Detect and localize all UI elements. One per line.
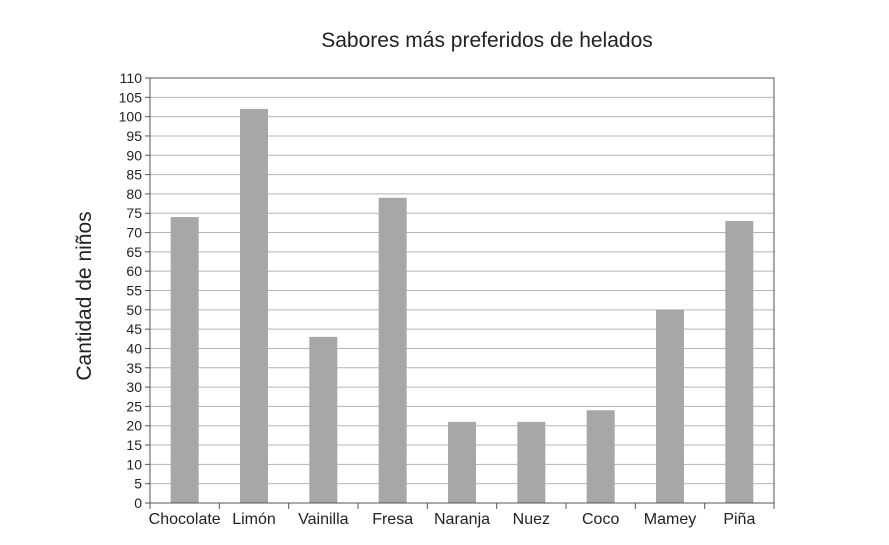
bar xyxy=(378,197,407,504)
y-tick-label: 10 xyxy=(126,456,142,472)
y-tick-label: 40 xyxy=(126,340,142,356)
y-axis-label: Cantidad de niños xyxy=(73,211,96,380)
y-tick-label: 65 xyxy=(126,244,142,260)
y-tick-label: 90 xyxy=(126,147,142,163)
x-tick-label: Limón xyxy=(232,511,276,528)
y-tick-label: 35 xyxy=(126,360,142,376)
y-tick-label: 105 xyxy=(119,89,143,105)
y-tick-label: 100 xyxy=(119,109,143,125)
bar xyxy=(240,108,268,503)
y-tick-label: 15 xyxy=(126,437,142,453)
x-tick-label: Coco xyxy=(582,511,619,528)
bar xyxy=(656,309,684,503)
plot-frame xyxy=(149,77,775,504)
y-tick-label: 75 xyxy=(126,205,142,221)
y-tick-label: 60 xyxy=(126,263,142,279)
bar xyxy=(309,336,338,503)
bar xyxy=(448,421,476,503)
x-tick-label: Vainilla xyxy=(298,511,349,528)
y-axis-ticks: 0 5 10 15 20 25 30 35 40 45 50 55 60 65 70 75 80 85 90 95 10… xyxy=(119,70,150,511)
y-tick-label: 85 xyxy=(126,167,142,183)
bar xyxy=(586,410,615,503)
y-tick-label: 70 xyxy=(126,225,142,241)
y-tick-label: 55 xyxy=(126,283,142,299)
y-tick-label: 20 xyxy=(126,418,142,434)
bar xyxy=(517,421,546,503)
y-tick-label: 80 xyxy=(126,186,142,202)
y-tick-label: 110 xyxy=(120,70,143,86)
bar xyxy=(170,217,199,503)
bars xyxy=(170,108,754,504)
x-axis-ticks: Chocolate Limón Vainilla Fresa Naranja Nuez Co… xyxy=(149,503,775,528)
y-tick-label: 5 xyxy=(134,476,142,492)
y-tick-label: 95 xyxy=(126,128,142,144)
x-tick-label: Mamey xyxy=(644,511,696,528)
chart-title: Sabores más preferidos de helados xyxy=(321,29,653,52)
bar xyxy=(725,220,754,504)
y-tick-label: 0 xyxy=(134,495,142,511)
axes xyxy=(149,77,775,504)
y-tick-label: 30 xyxy=(126,379,142,395)
x-tick-label: Nuez xyxy=(513,511,550,528)
x-tick-label: Chocolate xyxy=(149,511,221,528)
x-tick-label: Fresa xyxy=(372,511,413,528)
x-tick-label: Piña xyxy=(723,511,755,528)
y-tick-label: 45 xyxy=(126,321,142,337)
x-tick-label: Naranja xyxy=(434,511,490,528)
y-tick-label: 25 xyxy=(126,398,142,414)
y-tick-label: 50 xyxy=(126,302,142,318)
